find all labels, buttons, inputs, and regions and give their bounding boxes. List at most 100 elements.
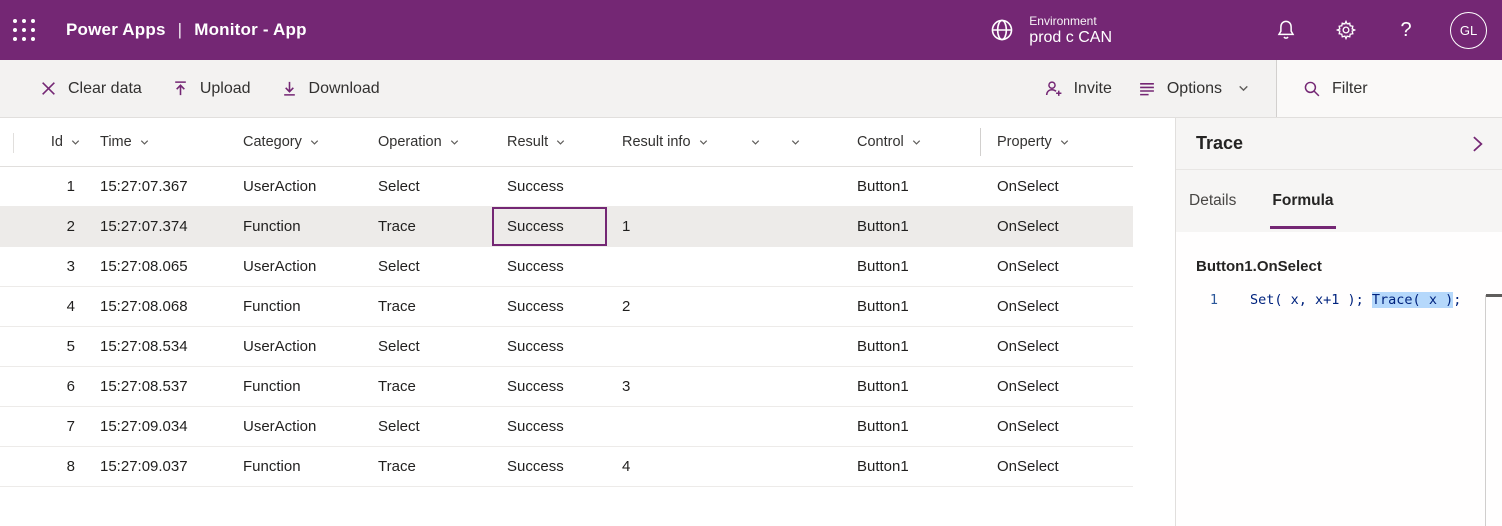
cell-time[interactable]: 15:27:08.068 [100,298,188,315]
cell-extra2[interactable] [775,167,842,206]
cell-category[interactable]: Function [243,378,301,395]
cell-time[interactable]: 15:27:08.537 [100,378,188,395]
cell-operation[interactable]: Trace [378,458,416,475]
cell-extra1[interactable] [735,247,775,286]
column-header-control[interactable]: Control [842,118,982,166]
cell-extra1[interactable] [735,207,775,246]
environment-picker[interactable]: Environment prod c CAN [989,14,1112,47]
column-header-time[interactable]: Time [85,118,228,166]
cell-extra1[interactable] [735,367,775,406]
table-row[interactable]: 2 15:27:07.374 Function Trace Success 1 Button… [0,207,1133,247]
cell-control[interactable]: Button1 [857,418,909,435]
notifications-button[interactable] [1270,14,1302,46]
cell-operation[interactable]: Trace [378,298,416,315]
cell-time[interactable]: 15:27:07.367 [100,178,188,195]
cell-id[interactable]: 3 [66,258,75,275]
cell-id[interactable]: 6 [66,378,75,395]
cell-id[interactable]: 7 [66,418,75,435]
invite-button[interactable]: Invite [1045,80,1112,98]
column-header-category[interactable]: Category [228,118,363,166]
cell-property[interactable]: OnSelect [997,338,1059,355]
tab-formula[interactable]: Formula [1267,170,1338,232]
cell-extra2[interactable] [775,287,842,326]
cell-result[interactable]: Success [507,458,564,475]
column-header-operation[interactable]: Operation [363,118,492,166]
cell-result_info[interactable]: 4 [622,458,631,475]
cell-extra2[interactable] [775,207,842,246]
column-header-result_info[interactable]: Result info [607,118,735,166]
tab-details[interactable]: Details [1184,170,1241,232]
cell-id[interactable]: 4 [66,298,75,315]
column-header-extra1[interactable] [735,118,775,166]
table-row[interactable]: 6 15:27:08.537 Function Trace Success 3 Button… [0,367,1133,407]
cell-property[interactable]: OnSelect [997,378,1059,395]
cell-operation[interactable]: Select [378,178,420,195]
collapse-panel-button[interactable] [1468,134,1486,154]
cell-control[interactable]: Button1 [857,338,909,355]
cell-property[interactable]: OnSelect [997,458,1059,475]
account-avatar[interactable]: GL [1450,11,1487,49]
cell-extra1[interactable] [735,287,775,326]
column-header-extra2[interactable] [775,118,842,166]
waffle-menu-button[interactable] [0,0,48,60]
cell-property[interactable]: OnSelect [997,178,1059,195]
cell-result_info[interactable]: 2 [622,298,631,315]
cell-result_info[interactable] [607,247,735,286]
cell-time[interactable]: 15:27:08.065 [100,258,188,275]
cell-category[interactable]: Function [243,298,301,315]
cell-extra2[interactable] [775,367,842,406]
cell-category[interactable]: Function [243,458,301,475]
cell-id[interactable]: 5 [66,338,75,355]
options-button[interactable]: Options [1138,80,1250,98]
cell-property[interactable]: OnSelect [997,418,1059,435]
cell-extra1[interactable] [735,407,775,446]
cell-operation[interactable]: Trace [378,378,416,395]
cell-result[interactable]: Success [492,207,607,246]
cell-result_info[interactable] [607,167,735,206]
cell-id[interactable]: 8 [66,458,75,475]
table-row[interactable]: 8 15:27:09.037 Function Trace Success 4 Button… [0,447,1133,487]
cell-time[interactable]: 15:27:09.037 [100,458,188,475]
cell-id[interactable]: 1 [66,178,75,195]
cell-control[interactable]: Button1 [857,458,909,475]
cell-result[interactable]: Success [507,178,564,195]
cell-result[interactable]: Success [507,298,564,315]
cell-result[interactable]: Success [507,378,564,395]
cell-operation[interactable]: Select [378,418,420,435]
cell-result[interactable]: Success [507,418,564,435]
cell-category[interactable]: UserAction [243,178,317,195]
cell-time[interactable]: 15:27:08.534 [100,338,188,355]
upload-button[interactable]: Upload [172,80,251,98]
cell-extra1[interactable] [735,447,775,486]
cell-extra2[interactable] [775,247,842,286]
help-button[interactable]: ? [1390,14,1422,46]
cell-extra2[interactable] [775,407,842,446]
cell-property[interactable]: OnSelect [997,258,1059,275]
cell-operation[interactable]: Trace [378,218,416,235]
cell-control[interactable]: Button1 [857,258,909,275]
cell-extra1[interactable] [735,327,775,366]
cell-operation[interactable]: Select [378,258,420,275]
cell-control[interactable]: Button1 [857,218,909,235]
cell-result_info[interactable] [607,407,735,446]
cell-result[interactable]: Success [507,338,564,355]
cell-extra1[interactable] [735,167,775,206]
cell-category[interactable]: Function [243,218,301,235]
cell-result_info[interactable]: 3 [622,378,631,395]
column-header-property[interactable]: Property [980,118,1133,166]
cell-control[interactable]: Button1 [857,298,909,315]
cell-category[interactable]: UserAction [243,258,317,275]
cell-time[interactable]: 15:27:09.034 [100,418,188,435]
clear-data-button[interactable]: Clear data [40,80,142,98]
code-line[interactable]: 1 Set( x, x+1 ); Trace( x ); [1196,290,1484,310]
settings-button[interactable] [1330,14,1362,46]
cell-control[interactable]: Button1 [857,178,909,195]
table-row[interactable]: 3 15:27:08.065 UserAction Select Success Butt… [0,247,1133,287]
cell-result_info[interactable] [607,327,735,366]
download-button[interactable]: Download [281,80,380,98]
table-row[interactable]: 4 15:27:08.068 Function Trace Success 2 Button… [0,287,1133,327]
cell-extra2[interactable] [775,447,842,486]
cell-category[interactable]: UserAction [243,338,317,355]
cell-control[interactable]: Button1 [857,378,909,395]
cell-property[interactable]: OnSelect [997,218,1059,235]
